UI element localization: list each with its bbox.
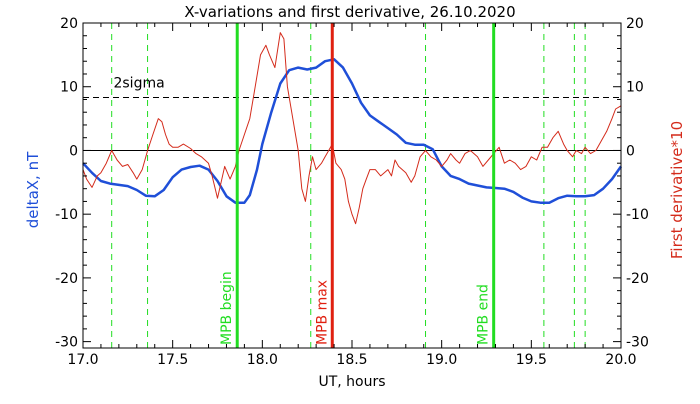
y-tick-label-left: -30	[55, 335, 78, 351]
axes-layer: 17.0 17.5 18.0 18.5 19.0 19.5 20.0-30 -30-20 -20…	[55, 16, 649, 368]
y-axis-left-label: deltaX, nT	[24, 151, 42, 228]
y-tick-label-left: -10	[55, 207, 78, 223]
y-tick-label-right: -30	[626, 335, 649, 351]
x-tick-label: 19.5	[516, 352, 547, 368]
plot-frame	[82, 22, 622, 349]
y-tick-label-left: 10	[60, 80, 78, 96]
y-tick-label-right: 20	[626, 16, 644, 32]
marker-labels-layer: 2sigma MPB begin MPB max MPB end	[113, 23, 496, 348]
series-layer	[82, 32, 623, 225]
x-tick-label: 18.5	[336, 352, 367, 368]
y-tick-label-right: 0	[626, 143, 635, 159]
y-tick-label-left: 0	[69, 143, 78, 159]
x-axis-label: UT, hours	[318, 374, 385, 390]
y-tick-label-right: 10	[626, 80, 644, 96]
y-axis-right-label: First derivative*10	[668, 121, 686, 259]
y-tick-label-right: -10	[626, 207, 649, 223]
marker-label: MPB begin	[219, 271, 235, 345]
x-tick-label: 17.0	[67, 352, 98, 368]
series-derivative-line	[82, 32, 622, 225]
y-tick-label-left: -20	[55, 271, 78, 287]
threshold-label: 2sigma	[113, 76, 164, 92]
chart-title: X-variations and first derivative, 26.10…	[184, 3, 515, 21]
series-deltaX-line	[82, 58, 623, 204]
y-tick-label-right: -20	[626, 271, 649, 287]
marker-label: MPB max	[314, 280, 330, 345]
x-tick-label: 20.0	[605, 352, 636, 368]
x-tick-label: 19.0	[426, 352, 457, 368]
marker-label: MPB end	[476, 284, 492, 345]
y-tick-label-left: 20	[60, 16, 78, 32]
markers-layer	[83, 23, 621, 348]
x-tick-label: 18.0	[247, 352, 278, 368]
x-tick-label: 17.5	[157, 352, 188, 368]
